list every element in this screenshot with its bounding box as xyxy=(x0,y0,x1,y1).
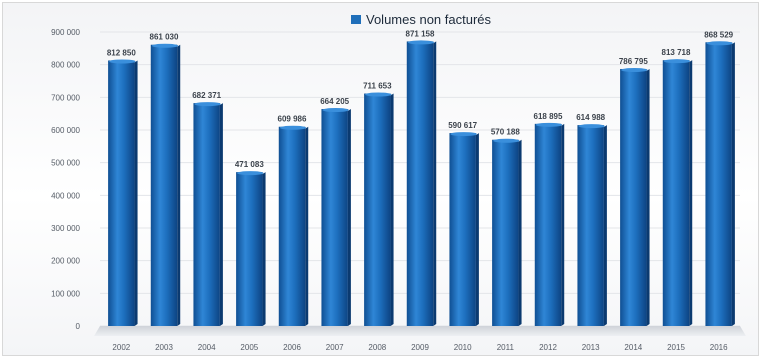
x-tick-label: 2012 xyxy=(539,343,557,352)
bar xyxy=(193,103,220,327)
data-label: 813 718 xyxy=(662,48,691,57)
data-label: 861 030 xyxy=(150,33,179,42)
bar-top xyxy=(322,108,349,113)
x-tick-label: 2014 xyxy=(624,343,642,352)
y-tick-label: 500 000 xyxy=(51,159,80,168)
data-label: 812 850 xyxy=(107,48,136,57)
x-tick-label: 2007 xyxy=(326,343,344,352)
bar-side xyxy=(518,139,522,326)
x-tick-label: 2016 xyxy=(710,343,728,352)
chart-floor xyxy=(94,326,746,336)
bar xyxy=(108,60,135,327)
bar-top xyxy=(535,122,563,127)
bar-side xyxy=(561,123,565,326)
bar xyxy=(534,123,562,326)
x-tick-label: 2010 xyxy=(454,343,472,352)
data-labels: 812 850 861 030 682 371 471 083 609 986 664 2… xyxy=(107,29,734,169)
bar xyxy=(364,93,391,326)
y-tick-label: 100 000 xyxy=(51,289,80,298)
data-label: 786 795 xyxy=(619,57,648,66)
y-tick-label: 600 000 xyxy=(51,126,80,135)
bar-side xyxy=(689,60,693,326)
bar-side xyxy=(347,109,351,326)
x-tick-label: 2011 xyxy=(497,343,515,352)
data-label: 618 895 xyxy=(534,112,563,121)
y-tick-label: 800 000 xyxy=(51,61,80,70)
data-label: 711 653 xyxy=(363,82,392,91)
data-label: 868 529 xyxy=(704,30,733,39)
bar-top xyxy=(194,102,221,107)
bar-side xyxy=(390,93,394,326)
legend-label: Volumes non facturés xyxy=(366,12,492,27)
x-tick-label: 2003 xyxy=(155,343,173,352)
bar-top xyxy=(279,125,307,130)
x-tick-label: 2004 xyxy=(198,343,216,352)
bar-side xyxy=(731,42,735,327)
x-tick-label: 2008 xyxy=(368,343,386,352)
y-tick-label: 700 000 xyxy=(51,93,80,102)
bar-top xyxy=(407,40,435,45)
data-label: 590 617 xyxy=(448,121,477,130)
bar xyxy=(620,68,647,327)
data-label: 682 371 xyxy=(192,91,221,100)
bar-side xyxy=(603,125,607,327)
data-label: 471 083 xyxy=(235,160,264,169)
x-tick-label: 2006 xyxy=(283,343,301,352)
bar-side xyxy=(219,103,223,327)
data-label: 609 986 xyxy=(278,115,307,124)
data-label: 664 205 xyxy=(320,97,349,106)
bar-top xyxy=(365,92,392,97)
bar-side xyxy=(262,172,266,326)
bar xyxy=(278,126,306,326)
y-tick-label: 400 000 xyxy=(51,191,80,200)
bar-top xyxy=(109,59,136,64)
legend: Volumes non facturés xyxy=(351,12,492,27)
bar-side xyxy=(305,126,309,326)
bar xyxy=(577,125,604,327)
y-tick-label: 0 xyxy=(76,322,81,331)
floor-plane xyxy=(94,326,746,336)
x-tick-label: 2013 xyxy=(582,343,600,352)
x-tick-label: 2015 xyxy=(667,343,685,352)
bar-top xyxy=(578,124,605,129)
bar xyxy=(236,172,263,326)
bar-top xyxy=(450,132,477,137)
x-tick-label: 2005 xyxy=(240,343,258,352)
bar-side xyxy=(646,68,650,327)
bar xyxy=(492,139,519,326)
bar xyxy=(321,109,348,326)
bar-top xyxy=(151,43,179,48)
bar xyxy=(705,42,732,327)
y-axis: 0 100 000 200 000 300 000 400 000 500 000 600 … xyxy=(51,28,80,331)
x-tick-label: 2009 xyxy=(411,343,429,352)
y-tick-label: 200 000 xyxy=(51,257,80,266)
bar-top xyxy=(621,67,648,72)
bar-top xyxy=(706,41,733,46)
y-tick-label: 300 000 xyxy=(51,224,80,233)
bar xyxy=(449,133,476,326)
data-label: 614 988 xyxy=(576,113,605,122)
bar-side xyxy=(475,133,479,326)
data-label: 871 158 xyxy=(406,29,435,38)
bar-side xyxy=(134,60,138,327)
bar xyxy=(150,44,178,327)
bar-top xyxy=(663,59,691,64)
bar-top xyxy=(237,171,264,176)
data-label: 570 188 xyxy=(491,128,520,137)
bar xyxy=(406,41,434,326)
bar-side xyxy=(177,44,181,327)
bar-side xyxy=(433,41,437,326)
bar-top xyxy=(493,138,520,143)
x-tick-label: 2002 xyxy=(112,343,130,352)
bars xyxy=(108,40,735,327)
legend-swatch xyxy=(351,15,361,24)
bar xyxy=(662,60,690,326)
x-axis: 2002 2003 2004 2005 2006 2007 2008 2009 2010 2011… xyxy=(112,343,728,352)
y-tick-label: 900 000 xyxy=(51,28,80,37)
